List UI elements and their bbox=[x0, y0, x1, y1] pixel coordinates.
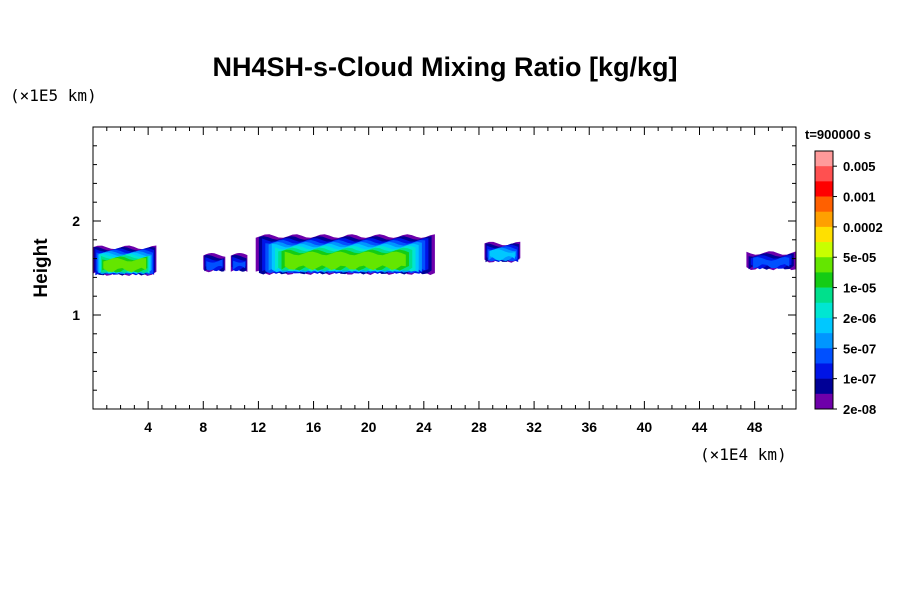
colorbar-swatch bbox=[815, 151, 833, 167]
colorbar-label: 2e-06 bbox=[843, 311, 876, 326]
cloud-contour bbox=[753, 257, 790, 269]
colorbar-label: 0.0002 bbox=[843, 220, 883, 235]
x-axis-unit: (×1E4 km) bbox=[700, 445, 787, 464]
colorbar-swatch bbox=[815, 302, 833, 319]
cloud-contour bbox=[206, 259, 223, 271]
cloud-contour bbox=[489, 249, 515, 261]
cloud-contour bbox=[233, 260, 246, 270]
colorbar-label: 1e-05 bbox=[843, 281, 876, 296]
y-axis-unit: (×1E5 km) bbox=[10, 86, 97, 105]
colorbar: 0.005 0.001 0.0002 5e-05 1e-05 2e-06 5e-07 1e-0… bbox=[814, 150, 883, 417]
colorbar-label: 5e-05 bbox=[843, 250, 876, 265]
time-label: t=900000 s bbox=[805, 127, 871, 142]
colorbar-swatch bbox=[815, 242, 833, 258]
colorbar-label: 2e-08 bbox=[843, 402, 876, 417]
x-tick-label: 36 bbox=[581, 419, 597, 435]
x-tick-label: 44 bbox=[692, 419, 708, 435]
colorbar-label: 1e-07 bbox=[843, 372, 876, 387]
x-tick-label: 8 bbox=[199, 419, 207, 435]
colorbar-swatch bbox=[815, 393, 833, 410]
colorbar-swatch bbox=[815, 348, 833, 364]
y-tick-label: 2 bbox=[72, 213, 80, 229]
colorbar-swatch bbox=[815, 363, 833, 379]
x-tick-label: 48 bbox=[747, 419, 763, 435]
colorbar-label: 5e-07 bbox=[843, 341, 876, 356]
colorbar-swatch bbox=[815, 272, 833, 288]
colorbar-swatch bbox=[815, 211, 833, 228]
colorbar-swatch bbox=[815, 196, 833, 213]
colorbar-swatch bbox=[815, 287, 833, 304]
cloud-contour bbox=[284, 251, 406, 271]
colorbar-frame bbox=[814, 150, 834, 410]
colorbar-swatch bbox=[815, 181, 833, 197]
x-tick-label: 20 bbox=[361, 419, 377, 435]
colorbar-swatch bbox=[815, 317, 833, 334]
cloud-field bbox=[93, 234, 796, 276]
colorbar-label: 0.001 bbox=[843, 190, 876, 205]
chart-title: NH4SH-s-Cloud Mixing Ratio [kg/kg] bbox=[213, 52, 678, 82]
x-tick-label: 28 bbox=[471, 419, 487, 435]
y-tick-label: 1 bbox=[72, 307, 80, 323]
cloud-contour bbox=[103, 258, 147, 273]
x-tick-label: 24 bbox=[416, 419, 432, 435]
x-tick-label: 4 bbox=[144, 419, 152, 435]
x-tick-label: 40 bbox=[637, 419, 653, 435]
colorbar-swatch bbox=[815, 166, 833, 182]
colorbar-swatch bbox=[815, 378, 833, 395]
x-tick-label: 12 bbox=[251, 419, 267, 435]
colorbar-swatch bbox=[815, 333, 833, 349]
plot-frame bbox=[92, 126, 797, 410]
colorbar-label: 0.005 bbox=[843, 159, 876, 174]
colorbar-swatch bbox=[815, 226, 833, 243]
x-tick-label: 16 bbox=[306, 419, 322, 435]
x-tick-label: 32 bbox=[526, 419, 542, 435]
y-axis-label: Height bbox=[31, 238, 52, 298]
colorbar-swatch bbox=[815, 257, 833, 273]
